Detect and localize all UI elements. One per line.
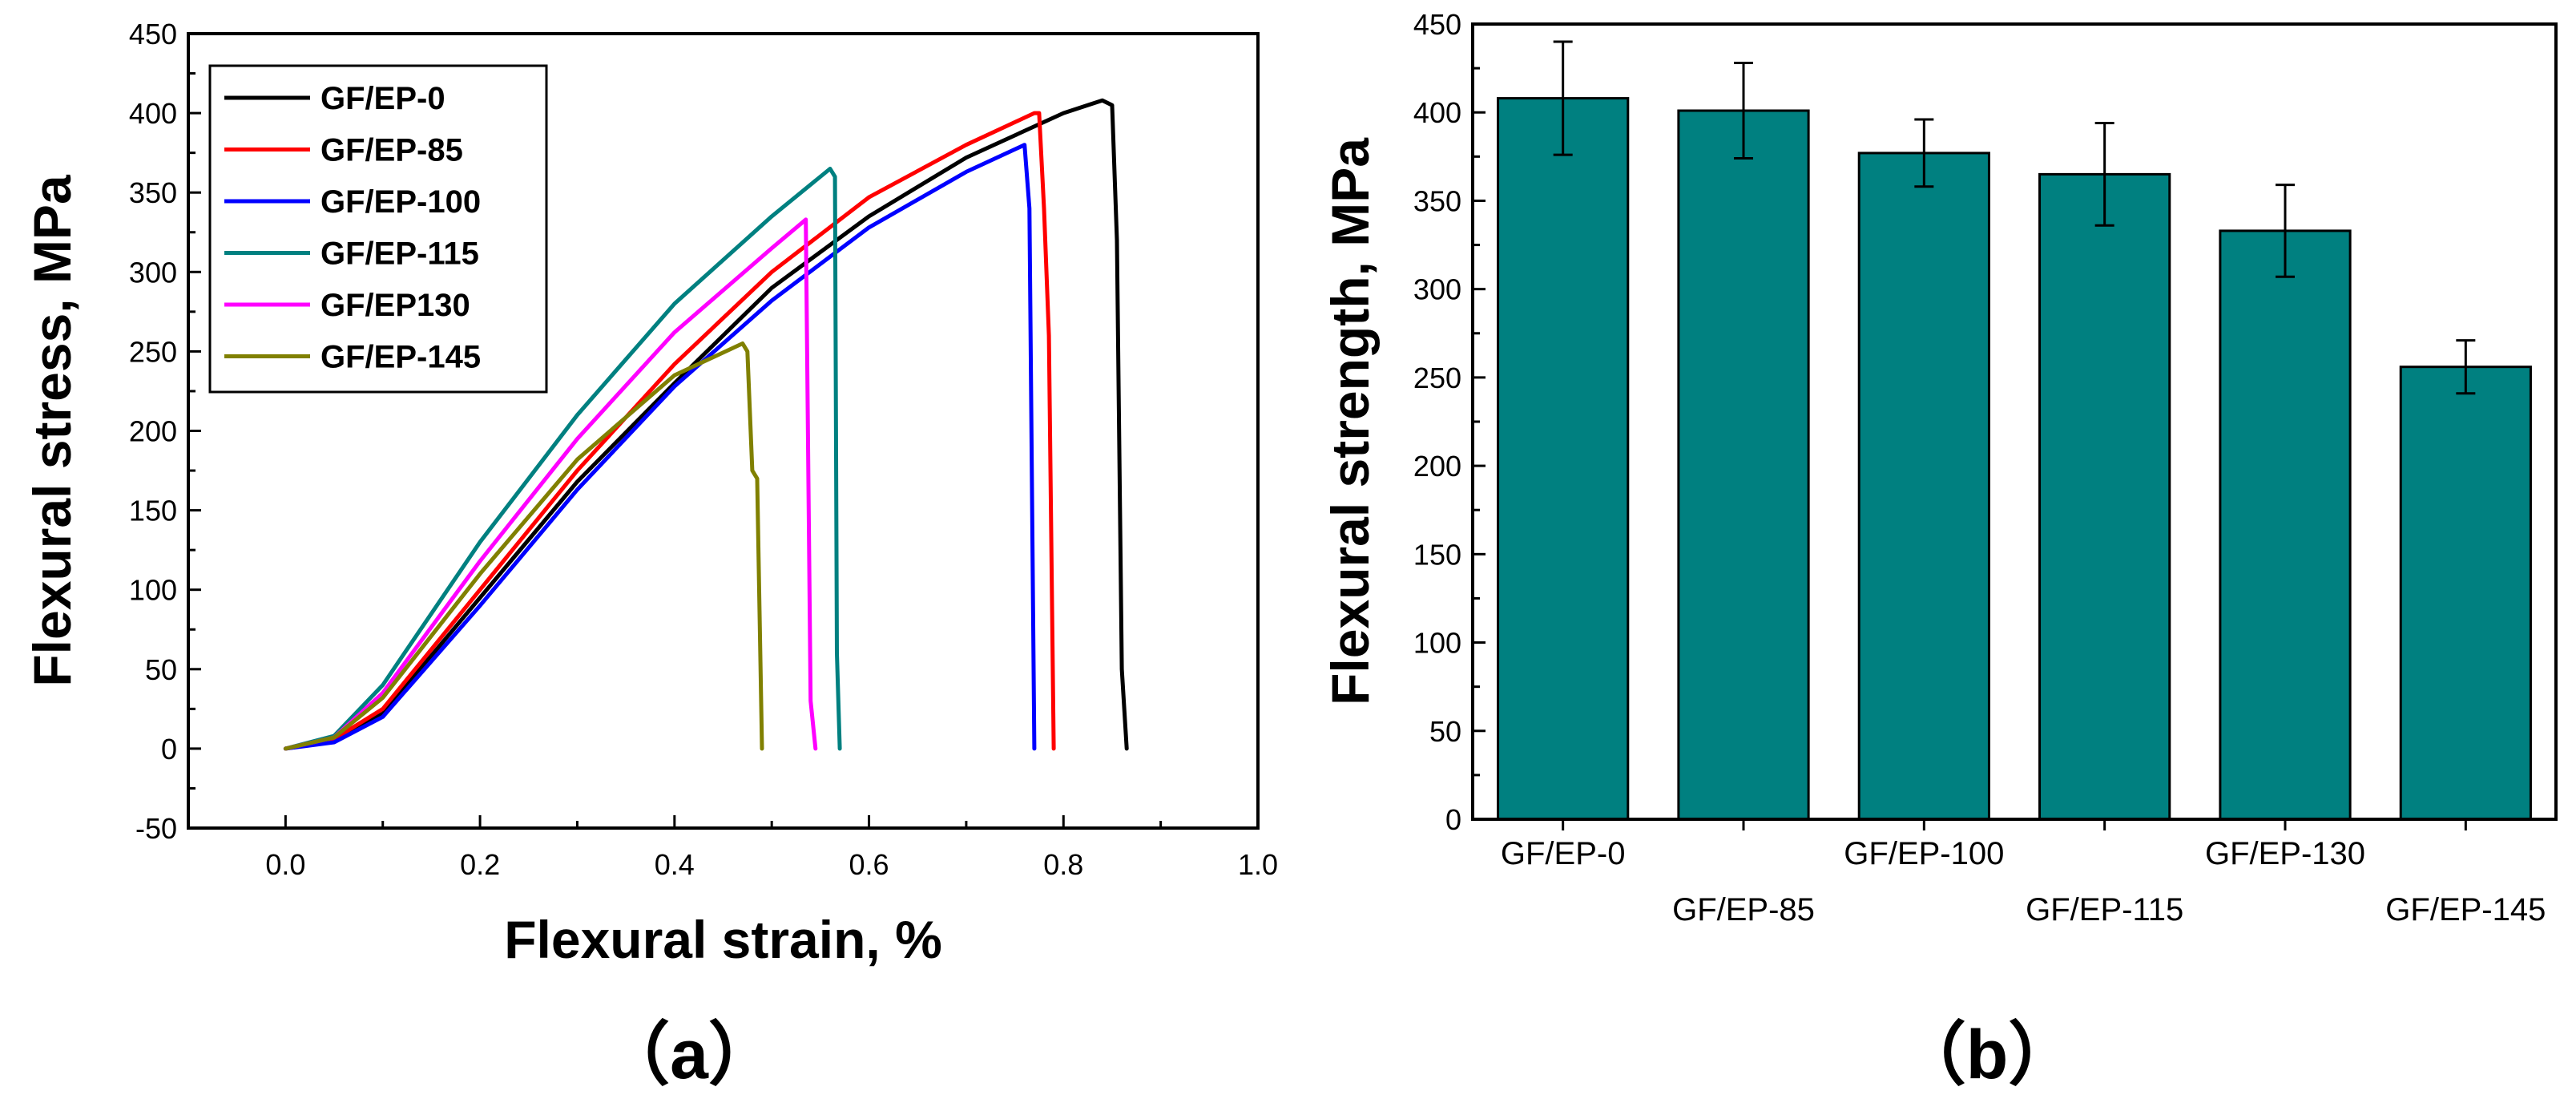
category-label-gf-ep-85: GF/EP-85 (1672, 892, 1815, 927)
bar-gf-ep-85 (1677, 109, 1810, 821)
panel-b-category-labels: GF/EP-0 GF/EP-85 GF/EP-100 GF/EP-115 GF/EP-1… (1501, 819, 2546, 927)
y-tick-label: 250 (129, 335, 177, 368)
bar-gf-ep-100 (1857, 152, 1990, 821)
x-tick-label: 0.2 (460, 848, 500, 881)
y-tick-label: 450 (129, 18, 177, 51)
panel-a-y-axis-label: Flexural stress, MPa (22, 174, 82, 687)
legend-label-gf-ep-145: GF/EP-145 (320, 340, 481, 375)
bar-gf-ep-0 (1497, 97, 1630, 821)
y-tick-label: 200 (129, 415, 177, 448)
category-label-gf-ep-130: GF/EP-130 (2205, 836, 2365, 871)
y-tick-label: 150 (129, 495, 177, 527)
panel-a-series (283, 98, 1129, 751)
x-tick-label: 0.4 (655, 848, 695, 881)
y-tick-label: 200 (1413, 450, 1461, 483)
series-line-gf-ep-145 (283, 341, 764, 751)
panel-b-ticks: 0 50 100 150 200 250 300 350 400 450 (1413, 8, 1486, 836)
y-tick-label: 450 (1413, 8, 1461, 41)
y-tick-label: 50 (145, 653, 177, 686)
panel-a-label: （a） (601, 1016, 777, 1093)
y-tick-label: 350 (1413, 184, 1461, 217)
y-tick-label: 0 (1445, 803, 1461, 836)
bar-gf-ep-130 (2219, 229, 2352, 821)
category-label-gf-ep-100: GF/EP-100 (1844, 836, 2004, 871)
y-tick-label: 300 (1413, 273, 1461, 306)
y-tick-label: -50 (135, 812, 177, 845)
bar-gf-ep-145 (2399, 366, 2532, 821)
x-tick-label: 0.8 (1043, 848, 1083, 881)
panel-b-y-axis-label: Flexural strength, MPa (1320, 137, 1380, 705)
series-line-gf-ep-0 (283, 98, 1129, 751)
x-tick-label: 0.6 (849, 848, 889, 881)
panel-b-bars (1497, 40, 2532, 821)
category-label-gf-ep-145: GF/EP-145 (2385, 892, 2546, 927)
panel-a-x-axis-label: Flexural strain, % (504, 910, 942, 969)
x-tick-label: 1.0 (1238, 848, 1278, 881)
bar-gf-ep-115 (2038, 172, 2171, 821)
y-tick-label: 150 (1413, 538, 1461, 571)
y-tick-label: 300 (129, 256, 177, 289)
panel-b-label: （b） (1897, 1016, 2078, 1093)
legend-label-gf-ep-85: GF/EP-85 (320, 133, 463, 168)
y-tick-label: 100 (1413, 627, 1461, 660)
y-tick-label: 400 (129, 97, 177, 130)
legend-label-gf-ep130: GF/EP130 (320, 288, 470, 323)
y-tick-label: 250 (1413, 362, 1461, 394)
x-tick-label: 0.0 (265, 848, 305, 881)
y-tick-label: 350 (129, 176, 177, 209)
y-tick-label: 0 (161, 733, 177, 766)
panel-a-plot-frame (187, 32, 1260, 830)
panel-a-line-chart: -50 0 50 100 150 200 250 300 350 400 450 0.0 0.2 0.4 0… (22, 18, 1278, 1093)
category-label-gf-ep-115: GF/EP-115 (2026, 892, 2183, 927)
series-line-gf-ep-100 (283, 143, 1037, 751)
series-line-gf-ep-85 (283, 111, 1056, 751)
legend-box (208, 64, 548, 394)
series-line-gf-ep-115 (283, 167, 842, 751)
panel-a-legend: GF/EP-0 GF/EP-85 GF/EP-100 GF/EP-115 GF/EP13… (208, 64, 548, 394)
y-tick-label: 100 (129, 574, 177, 607)
y-tick-label: 400 (1413, 96, 1461, 129)
legend-label-gf-ep-100: GF/EP-100 (320, 184, 481, 220)
category-label-gf-ep-0: GF/EP-0 (1501, 836, 1626, 871)
legend-label-gf-ep-0: GF/EP-0 (320, 81, 445, 116)
panel-a-ticks: -50 0 50 100 150 200 250 300 350 400 450 0.0 0.2 0.4 0… (129, 18, 1278, 881)
panel-b-plot-frame (1471, 22, 2558, 821)
y-tick-label: 50 (1429, 715, 1461, 748)
legend-label-gf-ep-115: GF/EP-115 (320, 236, 479, 272)
